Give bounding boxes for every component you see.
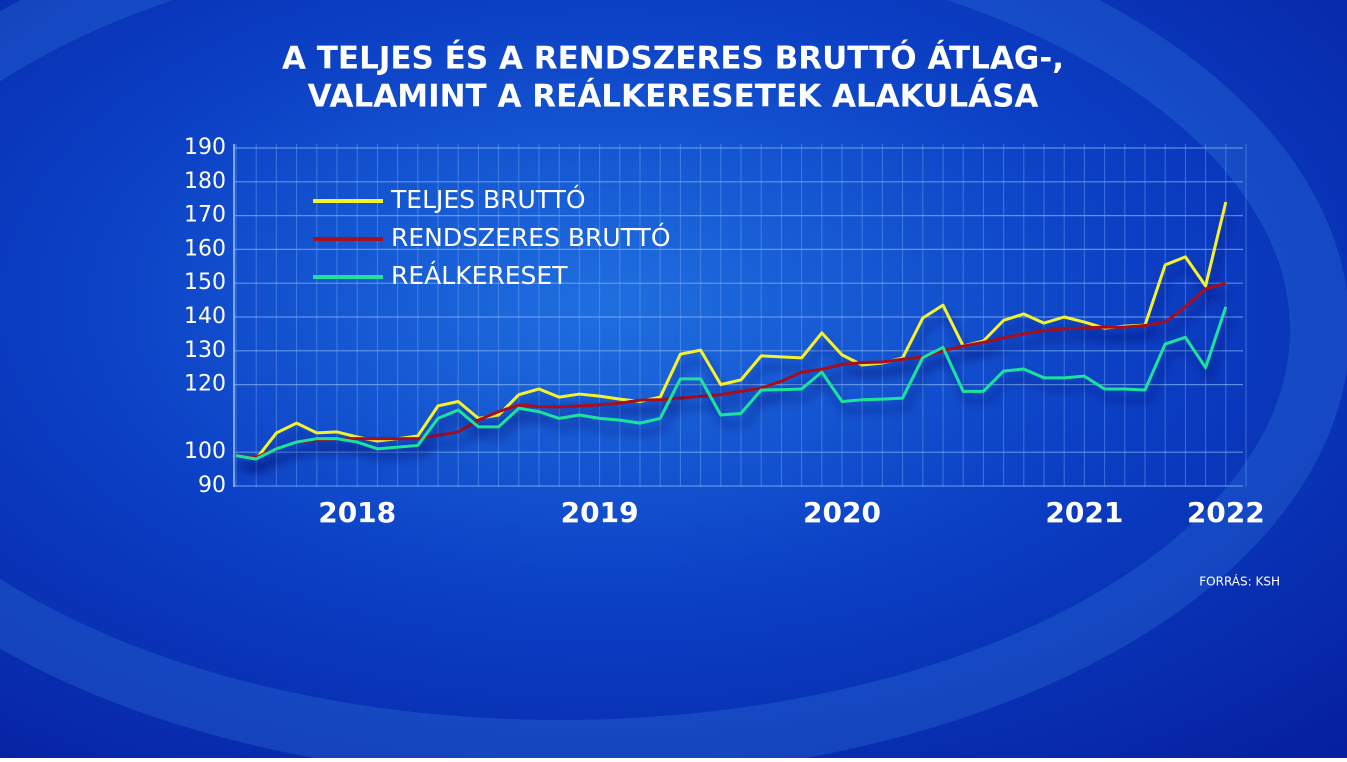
x-tick-label: 2022 — [1187, 496, 1265, 529]
legend-label: REÁLKERESET — [391, 261, 568, 290]
y-tick-label: 130 — [184, 338, 226, 363]
plot — [235, 201, 1228, 461]
y-tick-label: 170 — [184, 203, 226, 228]
legend-label: TELJES BRUTTÓ — [390, 184, 586, 214]
series-line — [235, 306, 1228, 461]
y-tick-label: 90 — [198, 473, 226, 498]
x-tick-label: 2020 — [803, 496, 881, 529]
x-tick-label: 2018 — [318, 496, 396, 529]
x-tick-label: 2021 — [1045, 496, 1123, 529]
y-tick-label: 160 — [184, 236, 226, 261]
y-tick-label: 150 — [184, 270, 226, 295]
chart-title: VALAMINT A REÁLKERESETEK ALAKULÁSA — [308, 79, 1039, 115]
y-tick-label: 100 — [184, 439, 226, 464]
y-tick-label: 180 — [184, 169, 226, 194]
grid — [233, 144, 1247, 487]
y-tick-label: 120 — [184, 372, 226, 397]
y-tick-label: 190 — [184, 135, 226, 160]
series-line — [235, 281, 1227, 459]
source: FORRÁS: KSH — [1199, 574, 1280, 589]
chart-title: A TELJES ÉS A RENDSZERES BRUTTÓ ÁTLAG-, — [282, 40, 1064, 77]
x-tick-label: 2019 — [561, 496, 639, 529]
legend-label: RENDSZERES BRUTTÓ — [391, 222, 671, 252]
y-tick-label: 140 — [184, 304, 226, 329]
